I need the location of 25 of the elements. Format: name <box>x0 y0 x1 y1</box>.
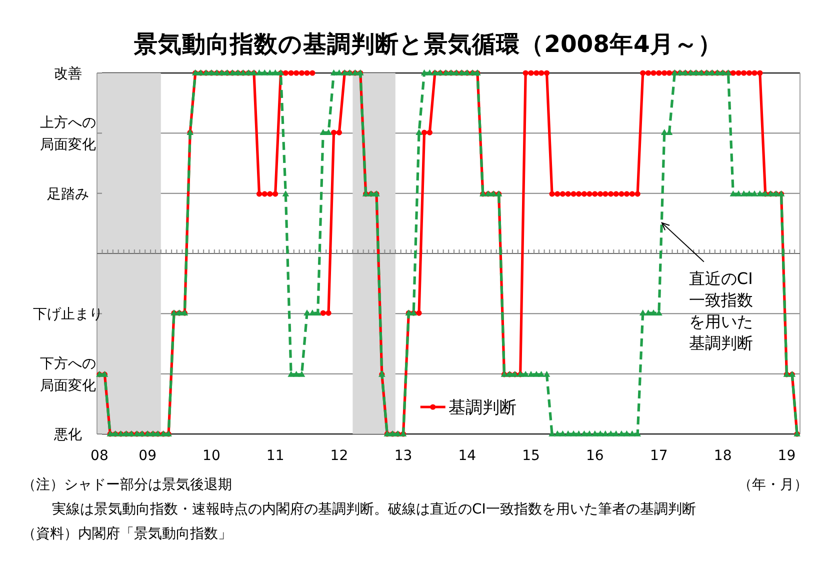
x-tick-label: 10 <box>202 448 220 464</box>
x-tick-label: 17 <box>650 448 668 464</box>
annotation: 直近のCI一致指数を用いた基調判断 <box>688 268 753 352</box>
category-label: 足踏み <box>47 186 89 202</box>
category-label: 改善 <box>54 66 82 82</box>
x-tick-label: 08 <box>90 448 108 464</box>
x-axis-title: （年・月） <box>738 477 808 493</box>
x-tick-label: 18 <box>714 448 732 464</box>
x-tick-label: 09 <box>138 448 156 464</box>
category-label: 悪化 <box>54 427 82 443</box>
x-tick-label: 12 <box>330 448 348 464</box>
x-tick-label: 19 <box>778 448 796 464</box>
x-tick-label: 13 <box>394 448 412 464</box>
category-label: 上方への局面変化 <box>40 115 96 154</box>
text: （資料）内閣府「景気動向指数」 <box>22 526 232 542</box>
category-label: 下方への局面変化 <box>40 356 96 394</box>
text: （注）シャドー部分は景気後退期 <box>22 477 232 493</box>
x-tick-label: 14 <box>458 448 476 464</box>
x-tick-label: 16 <box>586 448 604 464</box>
chart-title: 景気動向指数の基調判断と景気循環（2008年4月～） <box>133 30 722 58</box>
x-tick-label: 15 <box>522 448 540 464</box>
text: 実線は景気動向指数・速報時点の内閣府の基調判断。破線は直近のCI一致指数を用いた筆者の基調判断 <box>52 502 696 518</box>
x-tick-label: 11 <box>266 448 284 464</box>
category-label: 下げ止まり <box>33 306 103 323</box>
legend-label: 基調判断 <box>448 398 516 418</box>
